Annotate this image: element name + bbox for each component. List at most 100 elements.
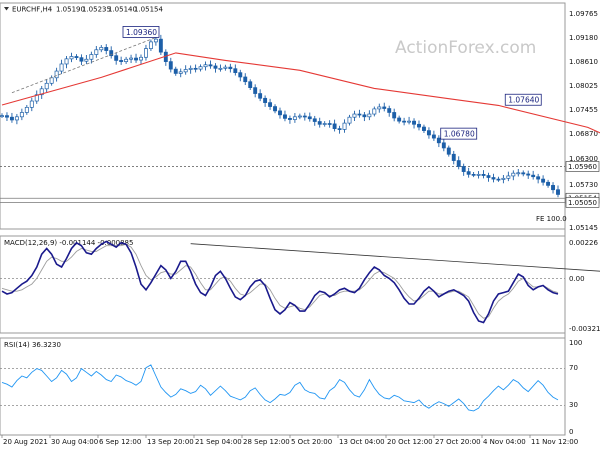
annotation-label: 1.07640: [508, 96, 539, 105]
candle-body: [248, 81, 253, 88]
macd-signal-line: [1, 243, 559, 319]
price-tick-label: 1.07455: [569, 106, 598, 114]
price-tick-label: 1.06300: [569, 155, 598, 163]
candle-body: [54, 70, 59, 79]
annotation-label: 1.09360: [126, 28, 157, 37]
trend-line: [11, 35, 162, 94]
candle-body: [124, 58, 129, 62]
candle-body: [372, 108, 377, 115]
price-y-axis: 1.09765 1.09180 1.08610 1.08025 1.07455 …: [569, 10, 598, 232]
candle-body: [14, 116, 19, 121]
fe-label: FE 100.0: [536, 215, 567, 223]
candle-body: [476, 174, 481, 176]
candle-body: [332, 123, 337, 129]
candle-body: [412, 120, 416, 125]
annotation-box: [440, 127, 478, 140]
annotation-box: [122, 26, 160, 38]
price-tick-label: 1.05730: [569, 181, 598, 189]
collapse-triangle-icon: [4, 7, 9, 11]
candle-body: [422, 126, 426, 131]
candle-body: [317, 121, 322, 125]
candle-body: [64, 58, 69, 65]
candle-body: [387, 108, 392, 113]
candle-body: [253, 87, 258, 94]
time-tick-label: 13 Sep 20:00: [147, 438, 194, 446]
time-tick-label: 21 Sep 04:00: [195, 438, 242, 446]
candle-body: [233, 68, 238, 74]
time-tick-label: 4 Nov 04:00: [483, 438, 526, 446]
candle-body: [362, 114, 367, 118]
candle-body: [471, 174, 476, 176]
candle-body: [19, 112, 24, 118]
candle-body: [39, 88, 44, 96]
candle-body: [5, 115, 9, 118]
price-tag-box: [565, 197, 600, 208]
candle-body: [377, 106, 382, 110]
candle-body: [158, 38, 163, 53]
candle-body: [203, 64, 208, 68]
candle-body: [511, 172, 516, 177]
candle-body: [456, 160, 461, 167]
candle-body: [516, 172, 521, 175]
candle-body: [441, 142, 446, 149]
time-tick-label: 6 Sep 12:00: [99, 438, 141, 446]
candle-body: [119, 60, 124, 62]
macd-label: MACD(12,26,9) -0.001144 -0.000885: [4, 239, 133, 247]
candle-body: [129, 57, 134, 60]
candle-body: [94, 49, 99, 55]
candle-body: [193, 67, 198, 70]
candle-body: [278, 110, 282, 116]
candle-body: [491, 177, 496, 180]
candle-body: [541, 178, 546, 183]
candle-body: [183, 69, 188, 73]
candle-body: [342, 122, 347, 130]
candle-body: [397, 117, 402, 122]
time-tick-label: 30 Aug 04:00: [51, 438, 98, 446]
moving-average-line: [1, 52, 600, 134]
candle-body: [337, 128, 342, 130]
time-tick-label: 27 Oct 20:00: [435, 438, 481, 446]
rsi-label: RSI(14) 36.3230: [4, 341, 61, 349]
price-header: EURCHF,H4 1.05190 1.05235 1.05140 1.0515…: [4, 6, 163, 14]
price-tick-label: 1.08610: [569, 58, 598, 66]
candle-body: [24, 106, 29, 113]
candle-body: [551, 185, 555, 191]
candle-body: [148, 41, 153, 49]
open-value: 1.05190: [56, 6, 85, 14]
candle-body: [292, 116, 297, 120]
candle-body: [263, 97, 268, 103]
candle-body: [307, 116, 312, 120]
candle-body: [74, 56, 79, 59]
candle-body: [213, 65, 218, 69]
candle-body: [297, 115, 302, 118]
candle-body: [466, 171, 471, 175]
candle-body: [59, 63, 64, 72]
price-tick-label: 1.05145: [569, 224, 598, 232]
candle-body: [283, 114, 287, 119]
candle-body: [34, 94, 39, 102]
time-tick-label: 20 Oct 12:00: [387, 438, 433, 446]
candle-body: [89, 54, 94, 60]
candle-body: [258, 93, 263, 99]
candle-body: [367, 113, 372, 118]
candle-body: [446, 147, 451, 155]
rsi-tick-label: 0: [569, 428, 573, 436]
close-value: 1.05154: [134, 6, 163, 14]
candle-body: [451, 153, 456, 161]
macd-header: MACD(12,26,9) -0.001144 -0.000885: [4, 239, 133, 247]
candle-body: [208, 64, 213, 67]
candle-body: [238, 72, 243, 78]
macd-tick-label: -0.003211: [569, 325, 600, 333]
symbol-label: EURCHF,H4: [12, 6, 53, 14]
price-tick-label: 1.06870: [569, 130, 598, 138]
candle-body: [536, 176, 541, 180]
candle-body: [134, 57, 138, 61]
candle-body: [431, 134, 436, 139]
candle-body: [347, 116, 352, 124]
candle-body: [168, 61, 173, 70]
candle-body: [287, 118, 292, 120]
high-value: 1.05235: [82, 6, 111, 14]
candle-body: [417, 123, 421, 128]
candle-body: [188, 67, 193, 70]
candle-body: [322, 123, 327, 125]
